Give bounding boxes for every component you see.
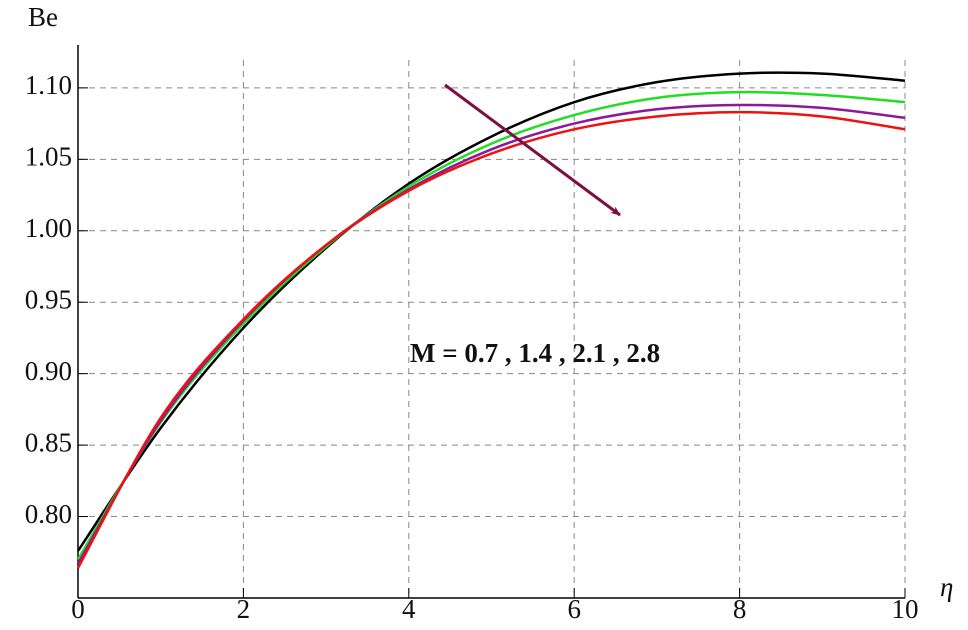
y-tick-label: 0.80 xyxy=(25,499,72,529)
x-tick-label: 10 xyxy=(892,594,919,624)
y-tick-label: 1.05 xyxy=(25,142,72,172)
arrow xyxy=(444,83,621,217)
y-tick-label: 0.90 xyxy=(25,356,72,386)
x-tick-label: 2 xyxy=(237,594,251,624)
x-axis-label: η xyxy=(940,572,953,602)
y-tick-label: 0.85 xyxy=(25,427,72,457)
x-tick-label: 0 xyxy=(71,594,85,624)
line-series xyxy=(76,71,906,552)
y-axis-label: Be xyxy=(28,2,58,32)
x-tick-label: 8 xyxy=(733,594,747,624)
y-tick-label: 1.00 xyxy=(25,213,72,243)
line-series xyxy=(76,103,906,565)
annotation: M = 0.7 , 1.4 , 2.1 , 2.8 xyxy=(410,338,660,368)
x-tick-label: 6 xyxy=(567,594,581,624)
y-tick-label: 0.95 xyxy=(25,284,72,314)
line-series xyxy=(76,110,906,569)
x-tick-label: 4 xyxy=(402,594,416,624)
line-series xyxy=(76,90,906,561)
y-tick-label: 1.10 xyxy=(25,70,72,100)
